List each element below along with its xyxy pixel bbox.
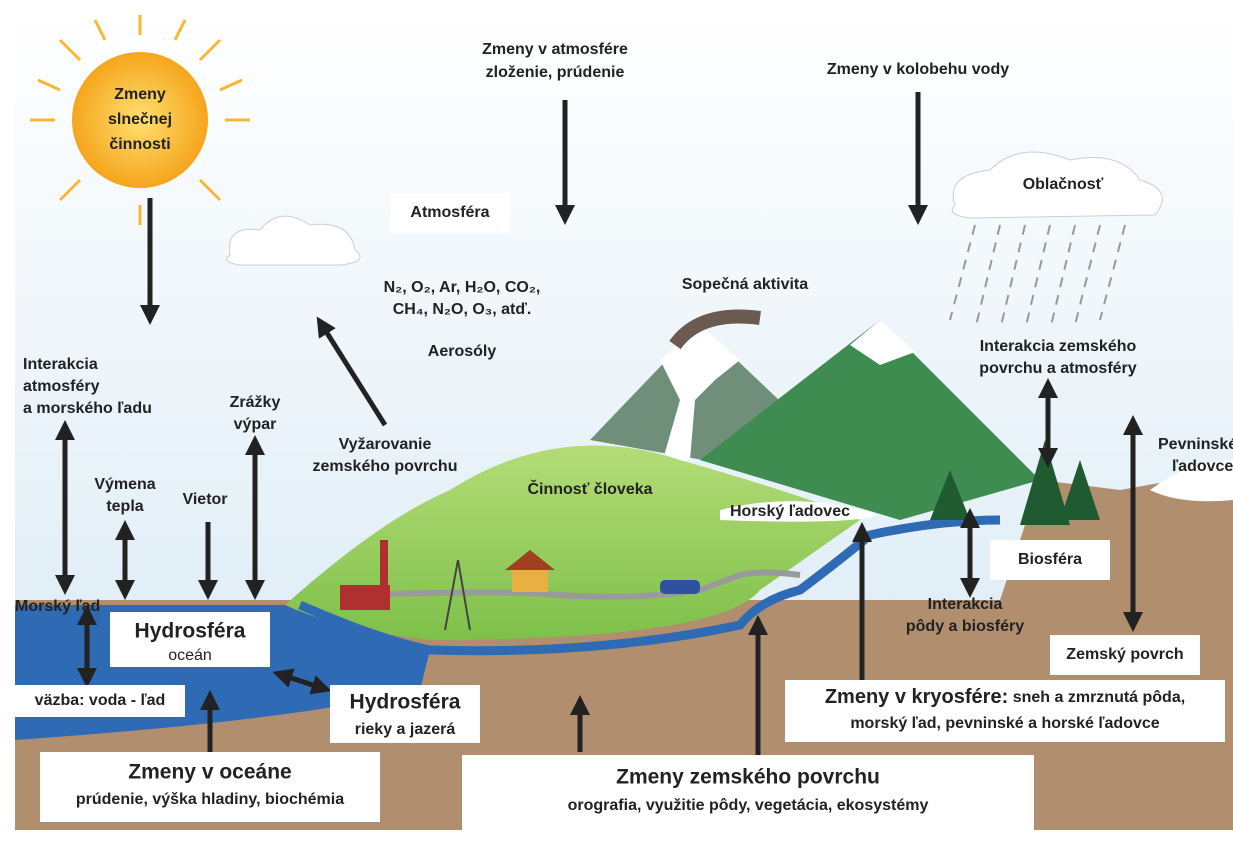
label: sneh a zmrznutá pôda, (1013, 689, 1185, 706)
label: Atmosféra (410, 204, 489, 221)
label: pôdy a biosféry (906, 618, 1024, 635)
mountain-green (700, 320, 1040, 520)
label: Sopečná aktivita (682, 276, 808, 293)
label: atmosféry (23, 378, 100, 395)
chimney (380, 540, 388, 590)
label: morský ľad, pevninské a horské ľadovce (850, 715, 1159, 732)
cloud (226, 215, 361, 266)
label: Zrážky (230, 394, 281, 411)
label: Hydrosféra (350, 691, 461, 714)
label: Vietor (182, 491, 227, 508)
box (462, 755, 1034, 830)
label: Vyžarovanie (339, 436, 432, 453)
label: Zmeny v atmosfére (482, 41, 628, 58)
house (512, 570, 548, 592)
ice-sheet (1150, 460, 1233, 502)
label: prúdenie, výška hladiny, biochémia (76, 791, 344, 808)
box (40, 752, 380, 822)
label: N₂, O₂, Ar, H₂O, CO₂, (384, 279, 541, 296)
label: ľadovce (1172, 458, 1233, 475)
sun-rays (30, 15, 250, 225)
box (330, 685, 480, 743)
cloud (951, 151, 1163, 219)
windmill (444, 559, 471, 631)
label: CH₄, N₂O, O₃, atď. (393, 301, 532, 318)
label: Biosféra (1018, 551, 1082, 568)
box (390, 193, 510, 233)
label: a morského ľadu (23, 400, 152, 417)
label: zemského povrchu (313, 458, 458, 475)
label: Výmena (94, 476, 155, 493)
box (990, 540, 1110, 580)
label: zloženie, prúdenie (486, 64, 625, 81)
label: tepla (106, 498, 143, 515)
sun (72, 52, 208, 188)
river (298, 515, 1001, 656)
label: Interakcia (23, 356, 98, 373)
label: Morský ľad (15, 598, 100, 615)
label: rieky a jazerá (355, 721, 456, 738)
label: Horský ľadovec (730, 503, 850, 520)
trees (930, 440, 1100, 525)
car (660, 580, 700, 594)
box (785, 680, 1225, 742)
label: slnečnej (108, 111, 172, 128)
label: Zmeny v kryosfére: sneh a zmrznutá pôda, (825, 686, 1185, 708)
label: povrchu a atmosféry (979, 360, 1136, 377)
box (1050, 635, 1200, 675)
label: Zmeny v kryosfére: (825, 686, 1008, 708)
snow (660, 325, 740, 470)
label: Aerosóly (428, 343, 497, 360)
glacier (720, 501, 880, 522)
arrows (55, 92, 1143, 755)
rain (949, 224, 1126, 331)
label: väzba: voda - ľad (35, 692, 166, 709)
label: Interakcia (928, 596, 1003, 613)
label: oceán (168, 647, 212, 664)
label: Zmeny v kolobehu vody (827, 61, 1009, 78)
smoke (669, 309, 761, 350)
house-roof (505, 550, 555, 570)
label: Zemský povrch (1066, 646, 1183, 663)
snow (850, 320, 915, 365)
label: Zmeny v oceáne (128, 761, 291, 784)
label: Interakcia zemského (980, 338, 1137, 355)
label: Činnosť človeka (527, 479, 652, 498)
label: Zmeny zemského povrchu (616, 766, 880, 789)
label: Oblačnosť (1023, 176, 1104, 193)
label: Hydrosféra (135, 620, 246, 643)
road (359, 569, 801, 600)
label: Pevninské (1158, 436, 1233, 453)
label: výpar (234, 416, 277, 433)
box (110, 612, 270, 667)
box (15, 685, 185, 717)
label: orografia, využitie pôdy, vegetácia, eko… (568, 797, 929, 814)
label: Zmeny (114, 86, 166, 103)
label: činnosti (109, 136, 170, 153)
